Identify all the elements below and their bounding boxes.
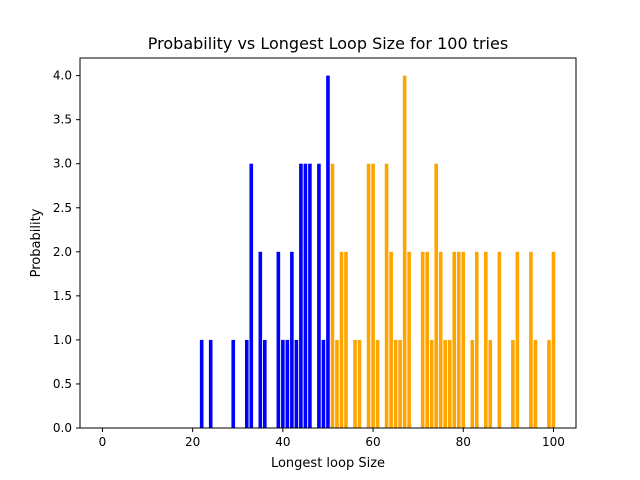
bar (249, 163, 254, 428)
bar (317, 163, 321, 428)
y-tick-label: 3.5 (53, 113, 72, 127)
bar (470, 339, 475, 428)
bar (484, 251, 488, 428)
bar (339, 251, 344, 428)
bar (452, 251, 457, 428)
bar (398, 339, 402, 428)
y-tick-label: 0.0 (53, 421, 72, 435)
bar (281, 339, 285, 428)
bar (434, 163, 438, 428)
bar (258, 251, 263, 428)
y-tick-label: 1.5 (53, 289, 72, 303)
bar (443, 339, 448, 428)
bar (231, 339, 236, 428)
bar (488, 339, 493, 428)
bar (263, 339, 267, 428)
bar (461, 251, 466, 428)
bar (357, 339, 362, 428)
bar (515, 251, 520, 428)
x-tick-label: 80 (456, 435, 471, 449)
x-axis-ticks: 0 20 40 60 80 100 (99, 428, 565, 449)
bar (474, 251, 479, 428)
bar (547, 339, 551, 428)
bar (299, 163, 303, 428)
bar (456, 251, 461, 428)
x-tick-label: 0 (99, 435, 107, 449)
bar (244, 339, 249, 428)
bar (447, 339, 452, 428)
bar (335, 339, 339, 428)
bar (375, 339, 380, 428)
bar (366, 163, 371, 428)
bar (199, 339, 204, 428)
bar-series (199, 75, 556, 429)
x-tick-label: 20 (185, 435, 200, 449)
bar (276, 251, 281, 428)
bar (303, 163, 308, 428)
y-tick-label: 1.0 (53, 333, 72, 347)
bar (529, 251, 533, 428)
bar (511, 339, 515, 428)
bar (389, 251, 393, 428)
y-tick-label: 2.0 (53, 245, 72, 259)
bar (308, 163, 312, 428)
bar (330, 163, 335, 428)
bar (497, 251, 502, 428)
bar (384, 163, 389, 428)
bar (551, 251, 556, 428)
bar (393, 339, 398, 428)
bar (294, 339, 299, 428)
bar (208, 339, 213, 428)
bar (290, 251, 294, 428)
bar (285, 339, 290, 428)
x-tick-label: 60 (365, 435, 380, 449)
bar (344, 251, 348, 428)
bar (407, 251, 411, 428)
chart-title: Probability vs Longest Loop Size for 100… (148, 34, 508, 53)
bar (353, 339, 357, 428)
bar (425, 251, 429, 428)
y-axis-ticks: 0.0 0.5 1.0 1.5 2.0 2.5 3.0 3.5 4.0 (53, 69, 80, 435)
x-tick-label: 40 (275, 435, 290, 449)
y-tick-label: 2.5 (53, 201, 72, 215)
x-tick-label: 100 (542, 435, 565, 449)
plot-frame (79, 57, 577, 429)
y-tick-label: 4.0 (53, 69, 72, 83)
bar (420, 251, 425, 428)
x-axis-label: Longest loop Size (271, 456, 385, 471)
y-tick-label: 3.0 (53, 157, 72, 171)
y-axis-label: Probability (29, 208, 44, 277)
bar (321, 339, 326, 428)
bar (438, 251, 443, 428)
bar (533, 339, 538, 428)
bar (402, 75, 407, 429)
bar (326, 75, 330, 429)
bar (371, 163, 375, 428)
y-tick-label: 0.5 (53, 377, 72, 391)
bar (429, 339, 434, 428)
